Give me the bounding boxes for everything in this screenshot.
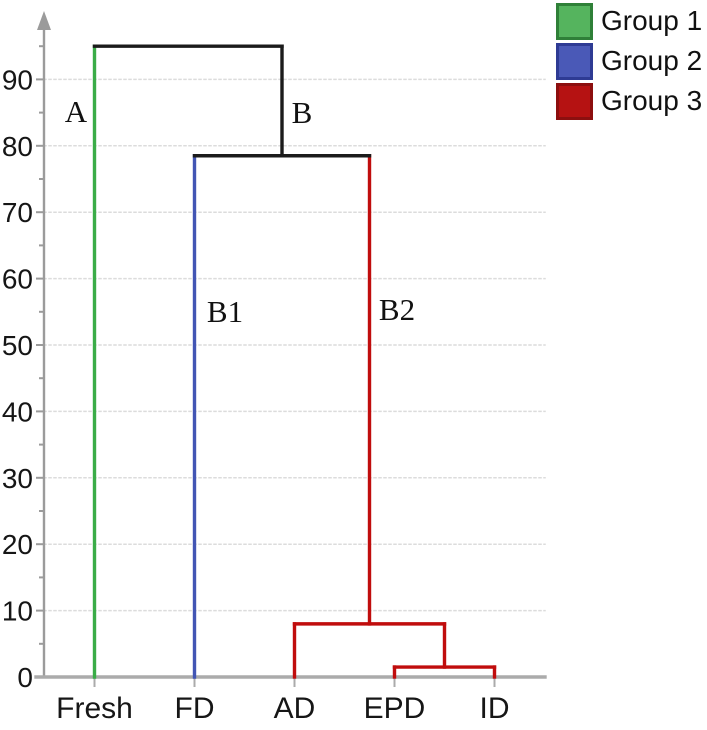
legend-item-group-3: Group 3 [556,81,702,121]
x-leaf-label: Fresh [56,692,133,725]
legend-label-group-2: Group 2 [601,45,703,76]
legend-label-group-3: Group 3 [601,85,703,116]
y-tick-label: 0 [17,662,33,693]
legend-item-group-2: Group 2 [556,41,702,81]
y-tick-label: 80 [2,131,33,162]
y-tick-label: 50 [2,330,33,361]
y-tick-label: 20 [2,529,33,560]
x-leaf-label: EPD [364,692,426,725]
y-tick-label: 40 [2,396,33,427]
legend-swatch-group-1-icon [556,2,593,40]
annotation-label: B2 [379,292,415,327]
x-leaf-label: FD [175,692,215,725]
x-leaf-label: ID [480,692,510,725]
x-leaf-label: AD [274,692,316,725]
annotation-label: B [292,95,313,130]
annotation-label: B1 [207,294,243,329]
legend-swatch-group-3-icon [556,82,593,120]
y-tick-label: 30 [2,463,33,494]
legend: Group 1 Group 2 Group 3 [556,1,702,121]
y-tick-label: 90 [2,64,33,95]
y-tick-label: 70 [2,197,33,228]
legend-label-group-1: Group 1 [601,5,703,36]
y-axis-arrow-icon [37,11,51,30]
legend-swatch-group-2-icon [556,42,593,80]
y-tick-label: 60 [2,264,33,295]
y-tick-label: 10 [2,596,33,627]
annotation-label: A [65,94,88,129]
legend-item-group-1: Group 1 [556,1,702,41]
